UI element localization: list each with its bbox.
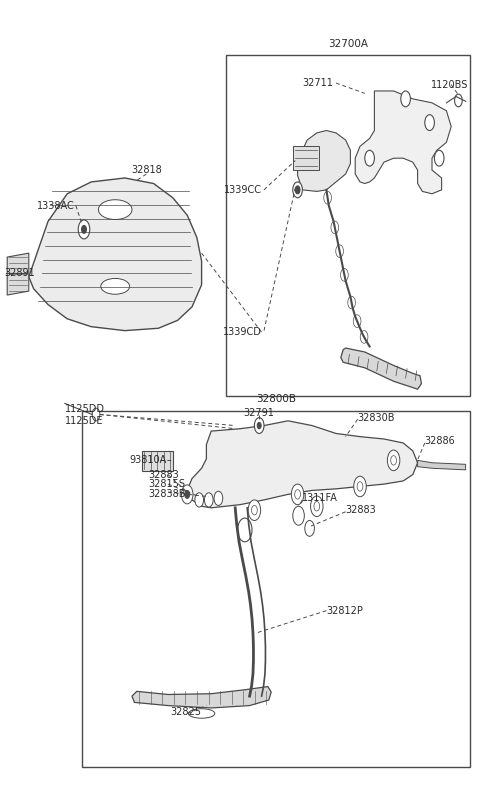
Text: 32700A: 32700A [328, 39, 368, 48]
Polygon shape [132, 687, 271, 708]
Circle shape [82, 225, 86, 233]
Circle shape [360, 331, 368, 343]
Circle shape [305, 520, 314, 536]
Circle shape [425, 115, 434, 131]
Circle shape [324, 191, 331, 204]
Circle shape [254, 418, 264, 433]
Text: 1339CC: 1339CC [224, 185, 262, 195]
Text: 1311FA: 1311FA [302, 494, 338, 503]
Circle shape [238, 518, 252, 542]
Circle shape [336, 245, 344, 258]
Circle shape [387, 450, 400, 471]
Circle shape [78, 220, 90, 239]
Text: 93810A: 93810A [130, 456, 167, 465]
Circle shape [257, 422, 261, 429]
Circle shape [185, 490, 190, 498]
Circle shape [214, 491, 223, 505]
Polygon shape [341, 348, 421, 389]
Circle shape [314, 501, 320, 511]
Ellipse shape [188, 709, 215, 718]
Text: 32830B: 32830B [358, 413, 395, 422]
Circle shape [391, 456, 396, 465]
Circle shape [357, 482, 363, 491]
Polygon shape [298, 131, 350, 191]
Text: 1120BS: 1120BS [431, 80, 468, 89]
Circle shape [295, 186, 300, 194]
Text: 1338AC: 1338AC [36, 201, 74, 210]
Circle shape [311, 496, 323, 517]
Circle shape [248, 500, 261, 520]
Circle shape [293, 506, 304, 525]
Circle shape [365, 150, 374, 166]
Circle shape [353, 315, 361, 327]
Bar [82, 411, 470, 767]
Text: 1339CD: 1339CD [223, 327, 262, 337]
Ellipse shape [101, 278, 130, 294]
Circle shape [401, 91, 410, 107]
Circle shape [331, 221, 339, 234]
Text: 32838B: 32838B [149, 489, 186, 498]
Text: 32791: 32791 [244, 408, 275, 418]
Circle shape [252, 505, 257, 515]
Circle shape [195, 493, 204, 507]
Circle shape [295, 490, 300, 499]
Circle shape [341, 269, 348, 282]
Polygon shape [29, 178, 202, 331]
Polygon shape [355, 91, 451, 194]
Polygon shape [7, 253, 29, 295]
Text: 1125DD: 1125DD [65, 404, 105, 414]
Circle shape [181, 485, 193, 504]
Circle shape [293, 182, 302, 198]
Text: 32891: 32891 [5, 268, 36, 278]
Text: 32883: 32883 [346, 505, 376, 515]
Bar [226, 55, 470, 396]
Circle shape [348, 297, 355, 309]
Text: 32815S: 32815S [149, 479, 186, 489]
Text: 1125DE: 1125DE [65, 416, 103, 426]
Circle shape [204, 493, 213, 507]
Text: 32825: 32825 [171, 707, 202, 717]
Text: 32812P: 32812P [326, 606, 363, 615]
Polygon shape [187, 421, 418, 508]
Circle shape [434, 150, 444, 166]
Circle shape [354, 476, 366, 497]
Circle shape [455, 94, 462, 107]
Text: 32818: 32818 [131, 165, 162, 175]
Circle shape [92, 408, 100, 421]
Circle shape [291, 484, 304, 505]
Text: 32800B: 32800B [256, 395, 296, 404]
Polygon shape [418, 460, 466, 470]
Bar [142, 451, 173, 471]
Bar [293, 146, 319, 170]
Text: 32711: 32711 [303, 78, 334, 88]
Ellipse shape [98, 200, 132, 220]
Text: 32886: 32886 [425, 437, 456, 446]
Text: 32883: 32883 [149, 470, 180, 479]
